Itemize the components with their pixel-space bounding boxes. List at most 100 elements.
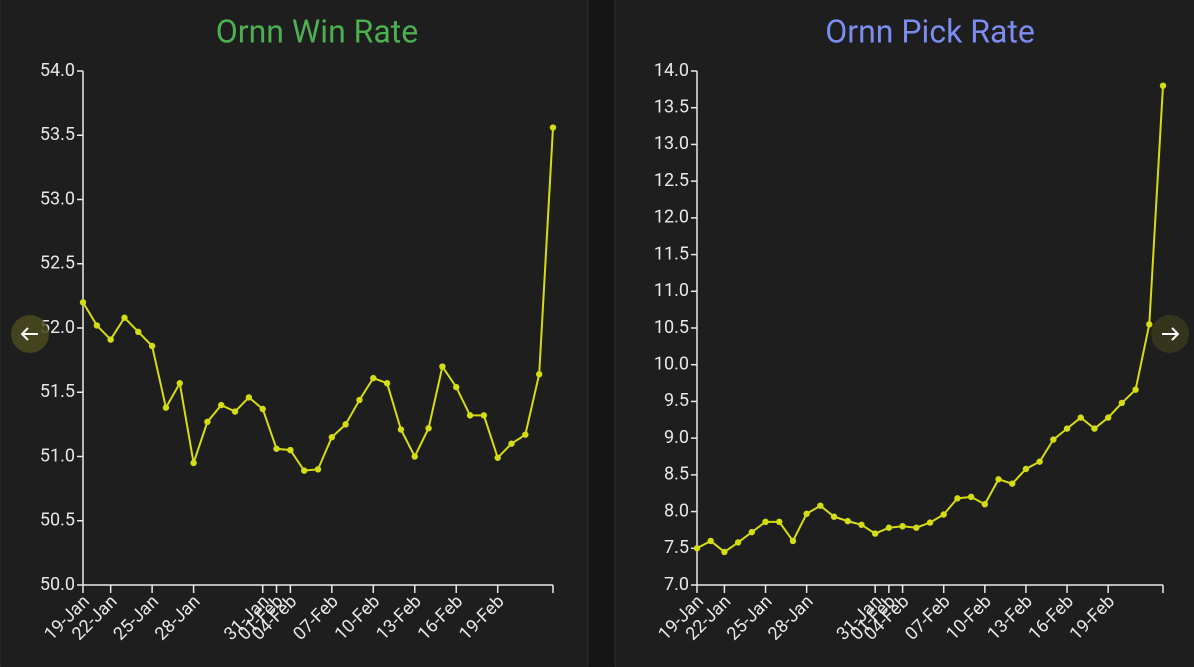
point	[93, 322, 101, 329]
y-tick-label: 14.0	[654, 60, 689, 81]
point	[762, 518, 769, 526]
point	[789, 537, 797, 545]
point	[453, 383, 460, 391]
point	[259, 405, 266, 413]
panel	[0, 0, 589, 667]
prev-button[interactable]	[11, 315, 49, 353]
point	[287, 446, 294, 454]
point	[535, 371, 543, 378]
point	[218, 401, 225, 409]
chart-title: Ornn Pick Rate	[825, 12, 1035, 50]
point	[693, 545, 701, 552]
point	[748, 528, 756, 536]
y-tick-label: 50.5	[40, 510, 75, 531]
point	[494, 454, 501, 461]
chart-title: Ornn Win Rate	[216, 12, 418, 50]
point	[871, 530, 879, 537]
y-tick-label: 8.0	[664, 500, 689, 521]
point	[148, 342, 156, 350]
point	[981, 501, 989, 508]
point	[1118, 399, 1126, 407]
point	[776, 518, 783, 526]
point	[954, 495, 961, 502]
point	[817, 502, 824, 509]
point	[734, 539, 742, 546]
y-tick-label: 54.0	[40, 60, 75, 81]
y-tick-label: 8.5	[664, 464, 689, 485]
y-tick-label: 52.5	[40, 253, 75, 274]
y-tick-label: 53.0	[40, 188, 75, 209]
y-tick-label: 11.0	[654, 280, 689, 301]
y-tick-label: 51.0	[40, 445, 75, 466]
point	[300, 467, 308, 474]
point	[1104, 414, 1112, 421]
point	[926, 519, 934, 526]
y-tick-label: 7.0	[664, 574, 689, 595]
y-tick-label: 10.0	[654, 353, 689, 374]
point	[1077, 414, 1084, 421]
point	[967, 493, 975, 501]
y-tick-label: 50.0	[40, 574, 75, 595]
panel	[614, 0, 1194, 667]
point	[913, 524, 920, 531]
y-tick-label: 10.5	[654, 317, 689, 338]
y-tick-label: 11.5	[654, 243, 689, 264]
y-tick-label: 13.0	[654, 133, 689, 154]
point	[1132, 386, 1139, 393]
point	[231, 408, 239, 415]
point	[370, 374, 377, 382]
point	[245, 394, 253, 401]
point	[1050, 436, 1057, 443]
point	[707, 537, 714, 545]
point	[830, 513, 838, 520]
y-tick-label: 12.0	[654, 207, 689, 228]
point	[803, 510, 810, 517]
point	[107, 336, 114, 343]
y-tick-label: 51.5	[40, 381, 75, 402]
point	[899, 523, 906, 530]
point	[549, 124, 557, 131]
y-tick-label: 9.0	[664, 427, 689, 448]
point	[858, 521, 865, 528]
point	[466, 412, 474, 419]
y-tick-label: 12.5	[654, 170, 689, 191]
point	[844, 517, 851, 525]
point	[176, 380, 183, 387]
point	[79, 299, 87, 306]
y-tick-label: 7.5	[664, 537, 689, 558]
point	[425, 425, 432, 432]
next-button[interactable]	[1151, 315, 1189, 353]
y-tick-label: 13.5	[654, 96, 689, 117]
point	[721, 548, 728, 556]
point	[940, 511, 947, 518]
point	[995, 476, 1002, 483]
point	[356, 396, 363, 404]
point	[1159, 82, 1167, 89]
point	[314, 466, 322, 473]
point	[204, 418, 211, 426]
point	[397, 426, 405, 433]
y-tick-label: 53.5	[40, 124, 75, 145]
point	[328, 434, 336, 441]
point	[383, 380, 391, 387]
point	[480, 412, 488, 419]
point	[508, 440, 515, 447]
point	[885, 524, 893, 531]
point	[522, 431, 529, 438]
point	[135, 328, 142, 336]
point	[162, 404, 170, 411]
point	[1036, 458, 1043, 465]
point	[342, 421, 349, 428]
point	[190, 459, 197, 467]
point	[1009, 480, 1016, 487]
point	[1146, 321, 1153, 328]
point	[121, 314, 128, 321]
point	[1022, 465, 1030, 473]
point	[1091, 425, 1098, 432]
point	[411, 453, 418, 460]
point	[273, 445, 280, 452]
y-tick-label: 9.5	[664, 390, 689, 411]
point	[1063, 425, 1071, 432]
